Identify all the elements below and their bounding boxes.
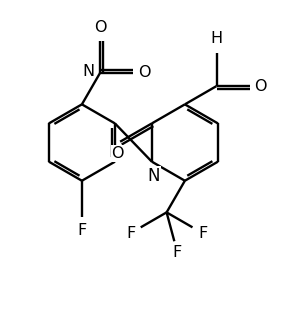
Text: F: F [77,223,86,238]
Text: H: H [211,31,223,46]
Text: F: F [126,226,135,241]
Text: O: O [111,146,124,161]
Text: O: O [254,78,267,94]
Text: O: O [94,20,106,34]
Text: O: O [138,65,150,80]
Text: F: F [173,245,182,260]
Text: N: N [82,64,94,78]
Text: F: F [198,226,207,241]
Text: N: N [147,167,160,185]
